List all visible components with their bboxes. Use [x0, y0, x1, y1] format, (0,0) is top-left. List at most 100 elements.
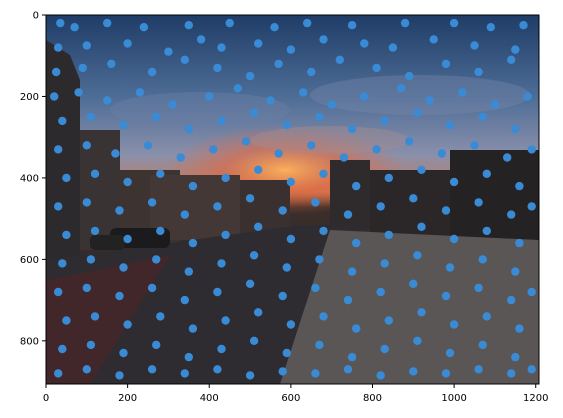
scatter-point [335, 55, 344, 64]
scatter-point [413, 336, 422, 345]
scatter-point [103, 18, 112, 28]
scatter-point [503, 153, 512, 162]
scatter-point [213, 365, 222, 374]
y-tick-label: 200 [20, 92, 39, 103]
scatter-point [213, 202, 222, 211]
scatter-point [347, 352, 357, 362]
scatter-point [82, 283, 92, 293]
scatter-point [245, 279, 255, 288]
scatter-point [388, 43, 398, 52]
scatter-point [527, 145, 536, 154]
scatter-point [478, 112, 487, 122]
scatter-point [441, 291, 451, 301]
scatter-point [470, 41, 479, 50]
scatter-point [486, 23, 495, 32]
scatter-point [417, 165, 426, 174]
x-tick-label: 0 [43, 393, 49, 404]
scatter-point [156, 226, 165, 236]
scatter-point [515, 181, 524, 191]
scatter-point [282, 120, 291, 130]
x-tick-label: 200 [118, 393, 137, 404]
scatter-point [376, 287, 385, 297]
scatter-point [78, 63, 87, 73]
scatter-point [413, 251, 422, 260]
scatter-point [527, 202, 536, 211]
scatter-point [527, 365, 536, 374]
scatter-point [217, 344, 226, 354]
scatter-point [527, 287, 536, 297]
scatter-point [254, 308, 263, 317]
x-tick-label: 600 [281, 393, 300, 404]
scatter-point [372, 63, 381, 73]
scatter-point [245, 371, 255, 380]
scatter-point [115, 206, 124, 215]
scatter-point [225, 18, 234, 28]
scatter-point [123, 177, 132, 187]
scatter-point [384, 173, 393, 183]
scatter-point [241, 137, 251, 146]
scatter-point [123, 39, 132, 48]
scatter-point [115, 371, 124, 380]
y-tick-label: 0 [33, 11, 39, 22]
scatter-point [507, 55, 516, 64]
scatter-point [270, 23, 279, 32]
scatter-point [286, 320, 296, 329]
scatter-point [119, 120, 128, 130]
scatter-point [409, 194, 418, 203]
scatter-point [380, 259, 389, 268]
scatter-point [376, 202, 385, 211]
scatter-point [343, 365, 353, 374]
scatter-point [474, 365, 483, 374]
scatter-point [319, 226, 328, 236]
scatter-point [445, 263, 455, 272]
scatter-point [86, 255, 96, 264]
scatter-point [319, 35, 328, 44]
scatter-point [347, 267, 357, 276]
scatter-point [441, 59, 451, 69]
scatter-point [54, 287, 63, 297]
scatter-point [360, 39, 369, 48]
scatter-point [384, 316, 393, 325]
scatter-point [54, 43, 63, 52]
axes: 0 200 400 600 800 1000 1200 0 200 400 600 800 [20, 11, 549, 405]
scatter-point [180, 55, 189, 64]
scatter-point [184, 352, 193, 362]
scatter-point [441, 206, 451, 215]
scatter-point [507, 210, 516, 219]
scatter-point [311, 369, 320, 378]
scatter-point [319, 169, 328, 178]
scatter-point [82, 41, 92, 50]
scatter-point [56, 18, 65, 28]
scatter-point [307, 141, 316, 150]
scatter-point [135, 88, 145, 97]
scatter-point [360, 92, 369, 101]
scatter-point [405, 137, 414, 146]
scatter-point [152, 255, 161, 264]
scatter-point [429, 35, 438, 44]
y-axis: 0 200 400 600 800 [20, 11, 46, 347]
scatter-point [217, 259, 226, 268]
scatter-point [523, 92, 532, 101]
scatter-point [213, 63, 222, 73]
scatter-point [347, 21, 357, 30]
scatter-point [254, 222, 263, 231]
scatter-point [156, 312, 165, 321]
y-tick-label: 600 [20, 255, 39, 266]
scatter-point [115, 291, 124, 301]
scatter-point [343, 210, 353, 219]
scatter-point [417, 222, 426, 231]
scatter-point [278, 367, 287, 376]
scatter-point [168, 100, 177, 109]
scatter-point [188, 181, 198, 191]
scatter-point [147, 283, 157, 293]
scatter-point [352, 181, 361, 191]
scatter-point [352, 238, 361, 248]
scatter-point [478, 340, 487, 350]
scatter-point [482, 226, 491, 236]
scatter-point [54, 202, 63, 211]
scatter-point [123, 234, 132, 244]
scatter-point [482, 169, 491, 178]
scatter-point [490, 100, 500, 109]
scatter-point [282, 348, 291, 358]
background-photo [46, 15, 539, 384]
